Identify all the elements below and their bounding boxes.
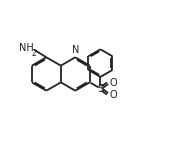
Text: NH: NH: [18, 43, 33, 53]
Text: S: S: [97, 83, 104, 94]
Text: 2: 2: [32, 49, 37, 58]
Text: N: N: [72, 45, 79, 55]
Text: O: O: [110, 78, 117, 87]
Text: O: O: [110, 90, 117, 99]
